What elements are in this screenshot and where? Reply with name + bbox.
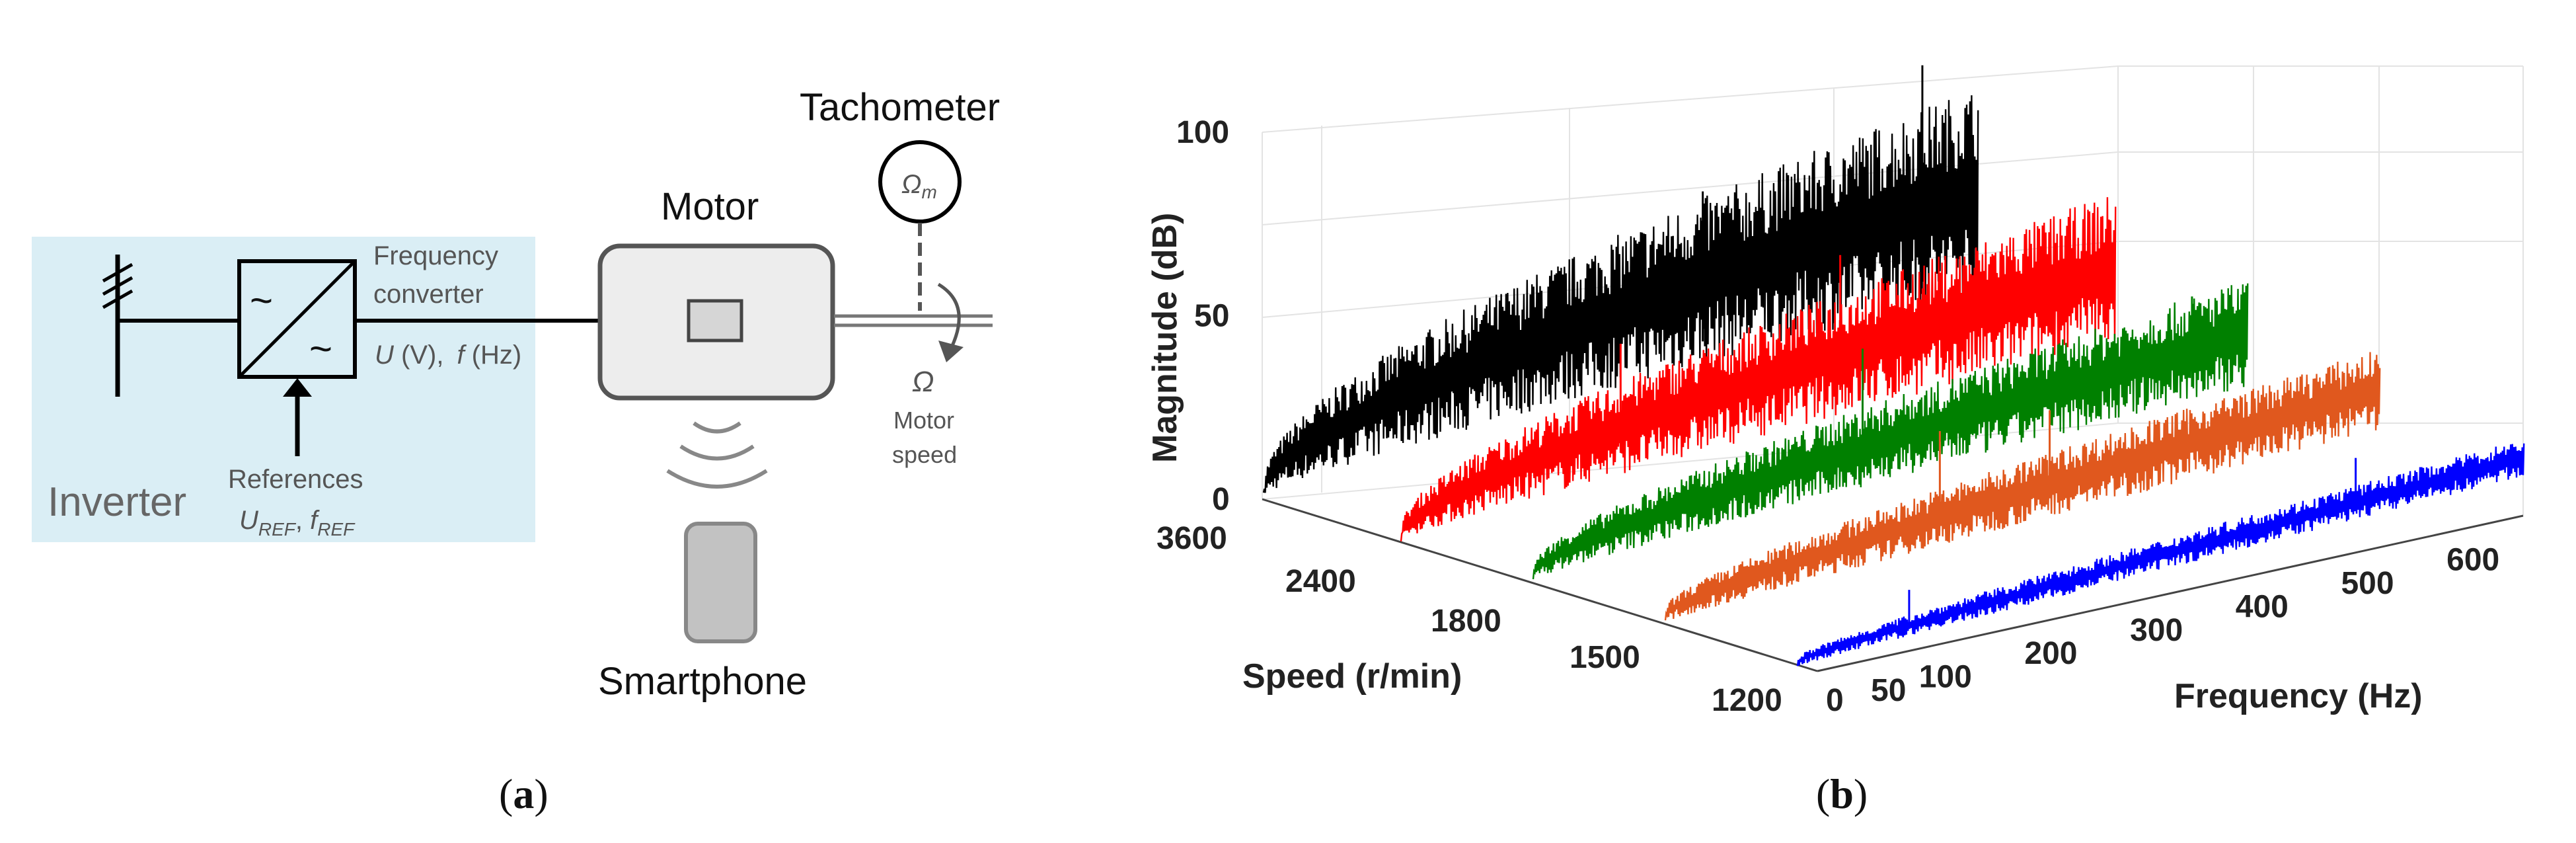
inverter-label: Inverter — [48, 479, 186, 525]
output-variables: U (V), f (Hz) — [375, 341, 521, 370]
freq-tick-200: 200 — [2024, 636, 2077, 671]
frequency-converter-label-2: converter — [373, 280, 484, 309]
spectrum-trace-3 — [1532, 283, 2249, 580]
references-label: References — [228, 465, 363, 494]
freq-tick-500: 500 — [2341, 566, 2394, 601]
spectrum-trace-2 — [1400, 197, 2117, 542]
spectrum-traces — [1262, 65, 2525, 666]
frequency-axis-label: Frequency (Hz) — [2174, 677, 2423, 715]
output-u-symbol: U — [375, 341, 395, 370]
motor-speed-symbol: Ω — [912, 366, 934, 398]
motor-rotor — [687, 299, 743, 342]
spectrum-trace-4 — [1664, 352, 2381, 621]
output-f-unit: (Hz) — [465, 341, 522, 370]
motor-shaft — [834, 314, 993, 327]
converter-ac-symbol-bottom: ~ — [309, 327, 332, 371]
speed-tick-1500: 1500 — [1570, 640, 1640, 675]
references-variables: UREF, fREF — [239, 506, 356, 540]
motor-label: Motor — [661, 185, 759, 228]
sound-wave-icon — [666, 421, 768, 489]
tachometer-label: Tachometer — [800, 86, 1000, 129]
caption-b-open: ( — [1816, 770, 1830, 817]
tachometer-symbol: Ωm — [901, 170, 937, 202]
motor-speed-label-1: Motor — [893, 407, 954, 434]
smartphone-icon — [684, 522, 757, 643]
freq-tick-50: 50 — [1871, 673, 1906, 708]
freq-tick-400: 400 — [2236, 589, 2289, 624]
chart-axes — [1262, 498, 2524, 672]
caption-a: (a) — [499, 770, 549, 817]
z-axis-label: Magnitude (dB) — [1146, 213, 1184, 463]
spectrum-trace-1 — [1262, 95, 1979, 493]
frequency-converter-label-1: Frequency — [373, 241, 498, 270]
references-arrowhead — [283, 378, 312, 397]
spectrum-trace-5 — [1796, 443, 2525, 666]
z-tick-0: 0 — [1212, 482, 1230, 517]
motor-speed-label-2: speed — [892, 441, 957, 468]
z-tick-50: 50 — [1194, 299, 1229, 334]
caption-b: (b) — [1816, 770, 1868, 817]
freq-tick-100: 100 — [1919, 660, 1972, 695]
z-tick-100: 100 — [1176, 115, 1229, 150]
caption-b-letter: b — [1830, 770, 1854, 817]
caption-a-open: ( — [499, 770, 513, 817]
speed-axis-label: Speed (r/min) — [1242, 657, 1462, 696]
speed-tick-1800: 1800 — [1431, 604, 1501, 639]
speed-tick-3600: 3600 — [1156, 521, 1227, 556]
ref-f-subscript: REF — [317, 519, 356, 540]
output-u-unit: (V), — [394, 341, 444, 370]
freq-tick-0: 0 — [1826, 683, 1844, 718]
smartphone-label: Smartphone — [598, 660, 807, 703]
panel-a-schematic: Inverter ~ ~ Frequency converter U (V), f… — [32, 86, 1000, 817]
converter-ac-symbol-top: ~ — [250, 278, 273, 323]
ref-separator: , — [295, 506, 310, 535]
freq-tick-600: 600 — [2446, 543, 2499, 578]
freq-tick-300: 300 — [2130, 613, 2183, 648]
speed-tick-1200: 1200 — [1712, 683, 1782, 718]
ref-u-symbol: U — [239, 506, 259, 535]
caption-b-close: ) — [1854, 770, 1868, 817]
tach-subscript: m — [921, 182, 936, 202]
three-phase-icon — [102, 262, 133, 309]
rotation-arrowhead — [938, 341, 964, 362]
ref-u-subscript: REF — [258, 519, 297, 540]
caption-a-letter: a — [513, 770, 534, 817]
tach-omega: Ω — [901, 170, 921, 199]
rotation-arrow-icon — [937, 282, 961, 348]
tachometer-icon — [878, 140, 962, 223]
caption-a-close: ) — [534, 770, 548, 817]
speed-tick-2400: 2400 — [1285, 564, 1356, 599]
